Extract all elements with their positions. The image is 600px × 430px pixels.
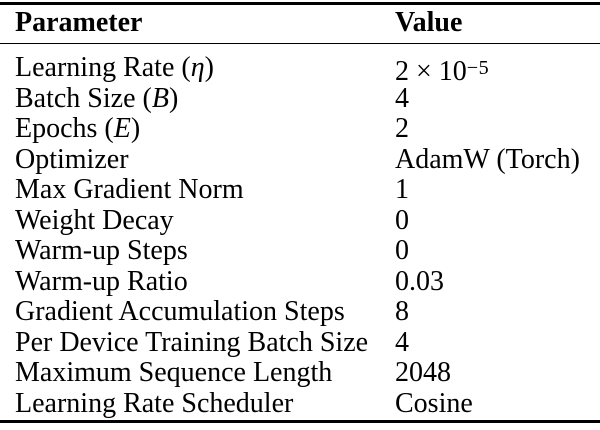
text-segment: Warm-up Ratio [15,265,188,297]
text-segment: AdamW (Torch) [395,143,580,175]
value-cell: 2 × 10−5 [395,53,489,88]
table-row: Weight Decay 0 [0,204,600,237]
parameter-cell: Batch Size (B) [15,82,179,115]
parameter-cell: Optimizer [15,143,129,176]
text-segment: 0 [395,235,409,267]
text-segment: Per Device Training Batch Size [15,326,369,358]
value-cell: 8 [395,297,409,328]
text-segment: η [190,52,205,83]
text-segment: B [151,82,169,114]
parameter-cell: Warm-up Steps [15,236,188,267]
text-segment: Optimizer [15,143,129,175]
text-segment: −5 [466,57,490,79]
table-header-rule [0,42,600,45]
text-segment: ) [168,82,179,114]
parameter-cell: Gradient Accumulation Steps [15,297,345,328]
table-header-row: Parameter Value [0,7,600,39]
parameter-cell: Warm-up Ratio [15,265,188,298]
table-row: Max Gradient Norm 1 [0,174,600,206]
text-segment: 8 [395,296,409,328]
column-header-value: Value [395,7,463,38]
table-row: Warm-up Steps 0 [0,236,600,267]
text-segment: Learning Rate Scheduler [15,388,294,420]
text-segment: Batch Size ( [15,82,152,114]
text-segment: 1 [395,174,409,206]
table-row: Warm-up Ratio 0.03 [0,265,600,298]
table-body: Learning Rate (η) 2 × 10−5 Batch Size (B) 4… [0,52,600,420]
text-segment: Gradient Accumulation Steps [15,296,345,328]
table-row: Per Device Training Batch Size 4 [0,326,600,359]
column-header-parameter: Parameter [15,7,143,38]
table-row: Maximum Sequence Length 2048 [0,358,600,389]
table-row: Learning Rate (η) 2 × 10−5 [0,52,600,87]
text-segment: 2 × 10 [395,56,467,88]
table-top-rule [0,2,600,5]
text-segment: Maximum Sequence Length [15,357,333,389]
value-cell: AdamW (Torch) [395,143,580,176]
value-cell: 2 [395,113,409,145]
value-cell: 0.03 [395,265,444,298]
text-segment: 4 [395,326,409,358]
text-segment: 2048 [395,357,451,389]
text-segment: Cosine [395,388,473,420]
value-cell: 0 [395,204,409,237]
table-row: Batch Size (B) 4 [0,82,600,115]
table-row: Epochs (E) 2 [0,113,600,145]
value-cell: 4 [395,82,409,115]
text-segment: 2 [395,113,409,145]
value-cell: Cosine [395,388,473,420]
parameter-cell: Weight Decay [15,204,174,237]
table-row: Gradient Accumulation Steps 8 [0,297,600,328]
text-segment: ) [130,113,141,145]
text-segment: Learning Rate ( [15,52,191,83]
text-segment: Weight Decay [15,204,174,236]
parameter-cell: Max Gradient Norm [15,174,244,206]
parameter-cell: Epochs (E) [15,113,141,145]
table-row: Optimizer AdamW (Torch) [0,143,600,176]
table-row: Learning Rate Scheduler Cosine [0,388,600,420]
value-cell: 1 [395,174,409,206]
text-segment: Epochs ( [15,113,114,145]
value-cell: 0 [395,236,409,267]
parameter-cell: Maximum Sequence Length [15,358,332,389]
parameter-cell: Learning Rate Scheduler [15,388,294,420]
value-cell: 4 [395,326,409,359]
parameter-cell: Learning Rate (η) [15,52,214,84]
text-segment: 0 [395,204,409,236]
text-segment: Max Gradient Norm [15,174,244,206]
text-segment: ) [204,52,214,83]
text-segment: 4 [395,82,409,114]
text-segment: 0.03 [395,265,444,297]
parameter-cell: Per Device Training Batch Size [15,326,369,359]
table-bottom-rule [0,420,600,423]
text-segment: Warm-up Steps [15,235,188,267]
text-segment: E [113,113,131,145]
value-cell: 2048 [395,358,451,389]
